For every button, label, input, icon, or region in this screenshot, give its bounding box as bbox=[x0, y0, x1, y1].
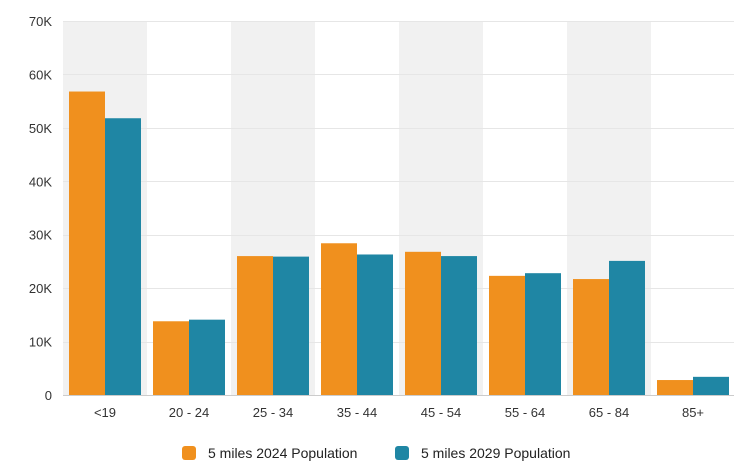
x-tick-label: <19 bbox=[94, 405, 116, 420]
bar-series-1[interactable] bbox=[321, 243, 357, 395]
bar-series-2[interactable] bbox=[189, 319, 225, 395]
x-axis-ticks: <19 20 - 24 25 - 34 35 - 44 45 - 54 55 - 64 65… bbox=[94, 405, 704, 420]
legend-item-series-1[interactable]: 5 miles 2024 Population bbox=[182, 445, 357, 461]
y-tick-label: 40K bbox=[29, 174, 52, 189]
legend[interactable]: 5 miles 2024 Population 5 miles 2029 Popu… bbox=[182, 445, 570, 461]
bar-series-1[interactable] bbox=[237, 256, 273, 395]
bar-series-1[interactable] bbox=[153, 321, 189, 395]
y-tick-label: 30K bbox=[29, 228, 52, 243]
y-tick-label: 20K bbox=[29, 281, 52, 296]
bar-series-1[interactable] bbox=[657, 380, 693, 395]
bar-series-2[interactable] bbox=[357, 254, 393, 395]
bar-series-1[interactable] bbox=[69, 91, 105, 396]
bar-series-2[interactable] bbox=[105, 118, 141, 396]
legend-swatch bbox=[395, 446, 409, 460]
bar-series-2[interactable] bbox=[693, 376, 729, 395]
x-tick-label: 35 - 44 bbox=[337, 405, 377, 420]
y-tick-label: 50K bbox=[29, 121, 52, 136]
bars bbox=[69, 91, 729, 396]
y-tick-label: 0 bbox=[45, 388, 52, 403]
y-tick-label: 10K bbox=[29, 335, 52, 350]
legend-swatch bbox=[182, 446, 196, 460]
bar-series-1[interactable] bbox=[405, 251, 441, 395]
y-tick-label: 70K bbox=[29, 14, 52, 29]
x-tick-label: 25 - 34 bbox=[253, 405, 293, 420]
bar-series-2[interactable] bbox=[441, 256, 477, 395]
x-tick-label: 65 - 84 bbox=[589, 405, 629, 420]
bar-series-1[interactable] bbox=[573, 279, 609, 395]
bar-series-2[interactable] bbox=[273, 256, 309, 395]
y-tick-label: 60K bbox=[29, 67, 52, 82]
x-tick-label: 55 - 64 bbox=[505, 405, 545, 420]
legend-item-series-2[interactable]: 5 miles 2029 Population bbox=[395, 445, 570, 461]
bar-series-2[interactable] bbox=[609, 260, 645, 395]
x-tick-label: 20 - 24 bbox=[169, 405, 209, 420]
legend-label: 5 miles 2029 Population bbox=[421, 445, 570, 461]
x-tick-label: 45 - 54 bbox=[421, 405, 461, 420]
y-axis-ticks: 0 10K 20K 30K 40K 50K 60K 70K bbox=[29, 14, 52, 403]
x-tick-label: 85+ bbox=[682, 405, 704, 420]
legend-label: 5 miles 2024 Population bbox=[208, 445, 357, 461]
bar-series-2[interactable] bbox=[525, 273, 561, 395]
bar-series-1[interactable] bbox=[489, 275, 525, 395]
